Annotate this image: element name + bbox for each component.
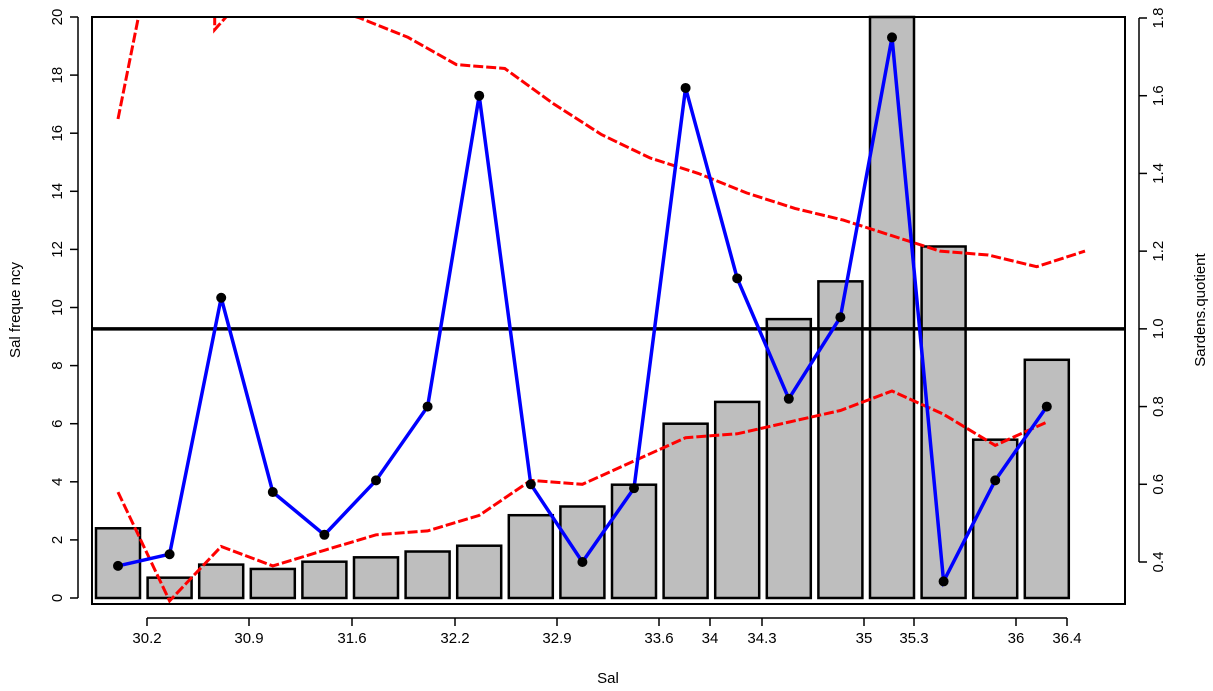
bar — [971, 438, 1019, 600]
bar — [868, 15, 916, 600]
right-tick-label: 1.4 — [1150, 163, 1167, 184]
blue-series-point — [629, 483, 639, 494]
bar — [662, 422, 709, 600]
left-tick-label: 4 — [49, 478, 66, 486]
left-tick-label: 0 — [49, 594, 66, 602]
bar — [197, 563, 245, 600]
blue-series-point — [783, 393, 794, 404]
bottom-tick-label: 30.9 — [234, 630, 263, 647]
right-tick-label: 0.4 — [1150, 552, 1167, 573]
bar — [352, 556, 400, 600]
blue-series-point — [113, 560, 123, 571]
right-axis: 0.4 0.6 0.8 1.0 1.2 1.4 1.6 1.8 — [1138, 8, 1167, 573]
blue-series-point — [319, 529, 330, 540]
blue-series-point — [474, 90, 485, 101]
blue-series-point — [216, 292, 227, 303]
bottom-tick-label: 34 — [702, 630, 719, 647]
bottom-tick-label: 35.3 — [899, 630, 928, 647]
blue-series-point — [371, 475, 381, 486]
blue-series-point — [835, 312, 846, 323]
left-tick-label: 6 — [49, 420, 66, 428]
blue-series-point — [680, 82, 691, 93]
blue-series-point — [267, 487, 278, 498]
left-tick-label: 10 — [49, 299, 66, 316]
left-tick-label: 18 — [49, 67, 66, 84]
bar — [455, 544, 503, 600]
right-tick-label: 0.6 — [1150, 474, 1167, 495]
x-axis-title: Sal — [597, 670, 619, 687]
right-tick-label: 0.8 — [1150, 396, 1167, 417]
bar — [146, 576, 193, 600]
blue-series-point — [887, 32, 897, 43]
left-tick-label: 8 — [49, 361, 66, 369]
blue-series-point — [990, 475, 1001, 486]
bar — [249, 567, 297, 600]
blue-series-point — [164, 549, 175, 560]
bar — [301, 560, 348, 600]
bottom-tick-label: 31.6 — [337, 630, 366, 647]
blue-series-point — [938, 576, 949, 587]
bottom-axis: 30.2 30.9 31.6 32.2 32.9 33.6 34 34.3 35 35.3 36 36… — [132, 617, 1082, 647]
left-tick-label: 2 — [49, 536, 66, 544]
lines-layer — [92, 17, 1125, 604]
left-axis-title: Sal freque ncy — [7, 262, 24, 358]
blue-series-point — [577, 557, 588, 567]
bottom-tick-label: 33.6 — [644, 630, 673, 647]
plot-frame — [91, 16, 1126, 605]
bottom-tick-label: 30.2 — [132, 630, 161, 647]
bottom-tick-label: 32.9 — [542, 630, 571, 647]
blue-series-point — [1041, 401, 1052, 412]
bottom-tick-label: 32.2 — [440, 630, 469, 647]
left-tick-label: 16 — [49, 125, 66, 142]
blue-series-point — [422, 401, 433, 412]
red-series-line — [116, 17, 1086, 269]
right-tick-label: 1.8 — [1150, 8, 1167, 29]
left-tick-label: 12 — [49, 241, 66, 258]
right-tick-label: 1.2 — [1150, 241, 1167, 262]
bar — [1023, 358, 1071, 600]
blue-series-point — [732, 273, 743, 284]
left-axis: 0 2 4 6 8 10 12 14 16 18 20 — [49, 9, 79, 602]
bottom-tick-label: 36.4 — [1052, 630, 1081, 647]
right-tick-label: 1.0 — [1150, 318, 1167, 339]
red-series-line — [116, 389, 1048, 604]
bottom-tick-label: 35 — [856, 630, 873, 647]
bar — [559, 505, 606, 600]
right-tick-label: 1.6 — [1150, 85, 1167, 106]
left-tick-label: 14 — [49, 183, 66, 200]
bottom-tick-label: 34.3 — [747, 630, 776, 647]
bar — [610, 483, 658, 600]
bottom-tick-label: 36 — [1008, 630, 1025, 647]
left-tick-label: 20 — [49, 9, 66, 26]
right-axis-title: Sardens.quotient — [1192, 252, 1209, 366]
blue-series-point — [525, 479, 536, 490]
bar — [507, 513, 555, 600]
bars-layer — [94, 15, 1071, 600]
bar — [817, 280, 864, 600]
bar — [404, 550, 451, 600]
